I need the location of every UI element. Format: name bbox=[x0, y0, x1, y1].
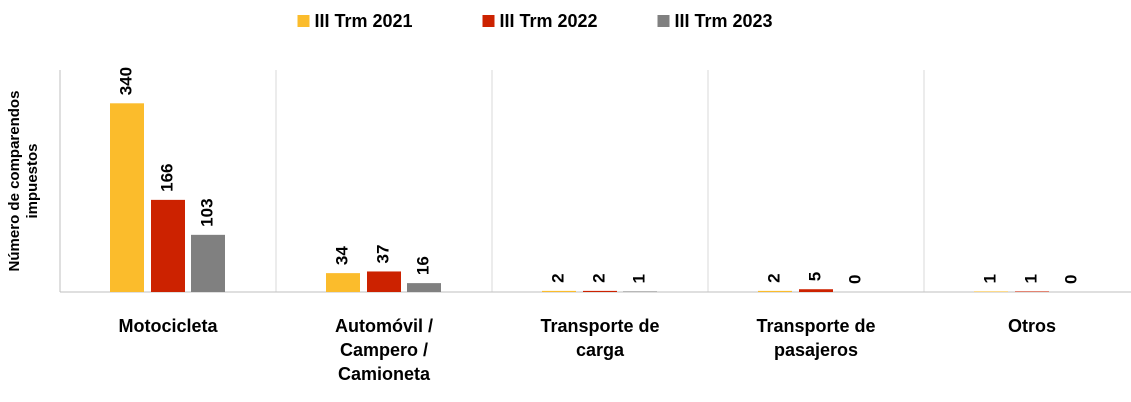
bar bbox=[326, 273, 360, 292]
data-label: 1 bbox=[629, 274, 648, 283]
data-label: 37 bbox=[373, 245, 392, 264]
data-label: 166 bbox=[157, 163, 176, 191]
data-label: 0 bbox=[845, 275, 864, 284]
bar bbox=[191, 234, 225, 292]
bar bbox=[758, 290, 792, 292]
bar bbox=[110, 103, 144, 292]
data-label: 34 bbox=[332, 246, 351, 265]
data-label: 1 bbox=[980, 274, 999, 283]
data-label: 2 bbox=[548, 273, 567, 282]
bar bbox=[974, 291, 1008, 292]
data-label: 5 bbox=[805, 272, 824, 281]
data-label: 2 bbox=[764, 273, 783, 282]
bar bbox=[623, 291, 657, 292]
legend-swatch bbox=[297, 15, 310, 27]
x-tick-label: Automóvil / Campero / Camioneta bbox=[335, 316, 433, 384]
bar bbox=[367, 271, 401, 292]
bar bbox=[542, 290, 576, 292]
x-tick-label: Otros bbox=[1007, 316, 1056, 336]
x-tick-label: Transporte de carga bbox=[540, 316, 660, 360]
data-label: 340 bbox=[116, 67, 135, 95]
x-tick-label: Motocicleta bbox=[118, 316, 218, 336]
bar bbox=[799, 289, 833, 292]
bar bbox=[151, 199, 185, 292]
bar bbox=[583, 290, 617, 292]
bar bbox=[407, 283, 441, 292]
legend-swatch bbox=[657, 15, 670, 27]
bar bbox=[1015, 291, 1049, 292]
data-label: 103 bbox=[197, 198, 216, 226]
x-tick-label: Transporte de pasajeros bbox=[756, 316, 876, 360]
data-label: 16 bbox=[413, 256, 432, 275]
legend-swatch bbox=[482, 15, 495, 27]
legend-label: III Trm 2023 bbox=[675, 11, 773, 31]
legend-label: III Trm 2021 bbox=[315, 11, 413, 31]
data-label: 0 bbox=[1061, 275, 1080, 284]
data-label: 1 bbox=[1021, 274, 1040, 283]
legend-label: III Trm 2022 bbox=[500, 11, 598, 31]
data-label: 2 bbox=[589, 273, 608, 282]
y-axis-label: Número de comparendos impuestos bbox=[6, 90, 41, 272]
